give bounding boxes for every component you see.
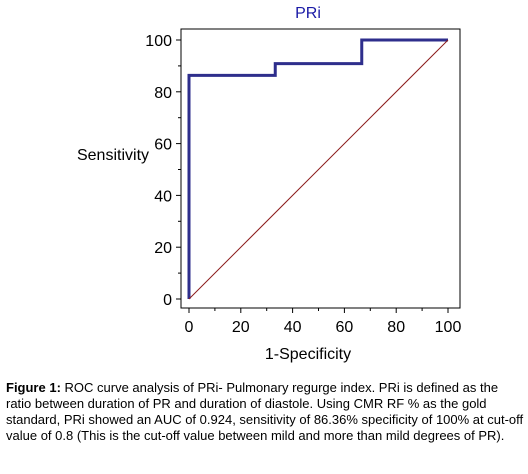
y-tick-label: 0 bbox=[163, 292, 172, 309]
x-tick-label: 100 bbox=[435, 319, 462, 336]
x-tick-label: 20 bbox=[232, 319, 250, 336]
plot-frame bbox=[181, 29, 460, 308]
roc-chart: PRi 0 20 40 60 80 100 0 20 40 60 80 100 Sensitivit… bbox=[0, 0, 528, 380]
x-tick-label: 40 bbox=[284, 319, 302, 336]
x-axis: 0 20 40 60 80 100 bbox=[185, 308, 462, 336]
x-tick-label: 0 bbox=[185, 319, 194, 336]
reference-diagonal bbox=[189, 40, 448, 299]
caption-text: ROC curve analysis of PRi- Pulmonary reg… bbox=[6, 380, 523, 443]
series-group bbox=[189, 40, 448, 299]
y-tick-label: 100 bbox=[145, 33, 172, 50]
x-tick-label: 80 bbox=[387, 319, 405, 336]
chart-title: PRi bbox=[295, 5, 321, 22]
figure-caption: Figure 1: ROC curve analysis of PRi- Pul… bbox=[6, 380, 524, 444]
y-tick-label: 80 bbox=[154, 85, 172, 102]
y-axis-label: Sensitivity bbox=[77, 147, 149, 164]
y-tick-label: 40 bbox=[154, 188, 172, 205]
y-tick-label: 20 bbox=[154, 240, 172, 257]
x-axis-label: 1-Specificity bbox=[265, 346, 351, 363]
caption-label: Figure 1: bbox=[6, 380, 61, 395]
x-tick-label: 60 bbox=[336, 319, 354, 336]
y-tick-label: 60 bbox=[154, 137, 172, 154]
y-axis: 0 20 40 60 80 100 bbox=[145, 33, 181, 309]
